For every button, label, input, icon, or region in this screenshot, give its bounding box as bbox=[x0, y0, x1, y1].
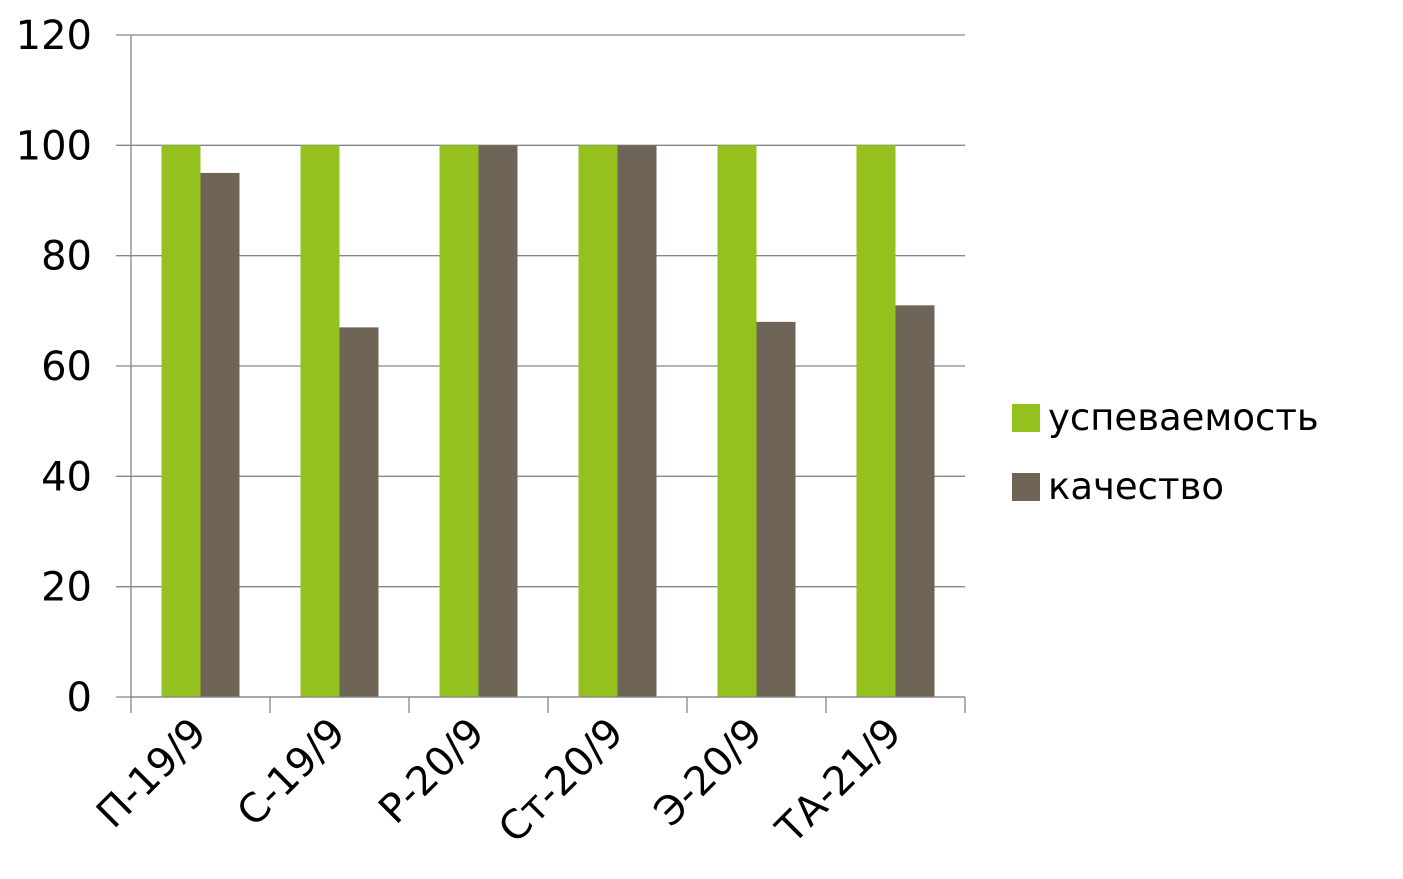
bar-series-1-category-1 bbox=[161, 145, 201, 698]
y-tick-label-2: 40 bbox=[41, 454, 92, 500]
legend-swatch-series-1 bbox=[1012, 403, 1040, 432]
axes bbox=[130, 35, 966, 713]
y-tick-label-4: 80 bbox=[41, 234, 92, 280]
bar-series-2-category-5 bbox=[756, 321, 796, 697]
y-tick-label-3: 60 bbox=[41, 344, 92, 390]
y-tick-label-0: 0 bbox=[67, 675, 92, 721]
y-tick-label-6: 120 bbox=[16, 13, 92, 59]
x-tick-label-3: Р-20/9 bbox=[370, 710, 493, 833]
legend-label-series-1: успеваемость bbox=[1048, 396, 1319, 439]
x-axis-tick-labels: П-19/9 С-19/9 Р-20/9Ст-20/9 Э-20/9ТА-21/9 bbox=[88, 710, 911, 854]
legend-label-series-2: качество bbox=[1048, 465, 1224, 508]
x-tick-label-1: П-19/9 bbox=[88, 710, 216, 838]
bar-series-2-category-1 bbox=[200, 172, 240, 697]
x-tick-label-5: Э-20/9 bbox=[646, 710, 772, 836]
gridlines bbox=[116, 34, 965, 698]
bar-series-1-category-3 bbox=[439, 145, 479, 698]
bar-series-2-category-4 bbox=[617, 145, 657, 698]
x-tick-label-6: ТА-21/9 bbox=[767, 710, 911, 854]
bar-series-2-category-2 bbox=[339, 327, 379, 697]
legend-item-series-2: качество bbox=[1012, 464, 1319, 509]
legend-swatch-series-2 bbox=[1012, 472, 1040, 501]
x-tick-label-4: Ст-20/9 bbox=[490, 710, 632, 852]
x-tick-label-2: С-19/9 bbox=[229, 710, 355, 836]
y-axis-tick-labels: 0 20 40 60 80 100 120 bbox=[16, 13, 92, 721]
bar-series-2-category-6 bbox=[895, 305, 935, 697]
bar-series-1-category-6 bbox=[856, 145, 896, 698]
bar-series-1-category-4 bbox=[578, 145, 618, 698]
y-tick-label-5: 100 bbox=[16, 123, 92, 169]
bar-series-1-category-5 bbox=[717, 145, 757, 698]
legend: успеваемость качество bbox=[1012, 395, 1319, 533]
bars bbox=[161, 145, 935, 698]
bar-series-1-category-2 bbox=[300, 145, 340, 698]
legend-item-series-1: успеваемость bbox=[1012, 395, 1319, 440]
y-tick-label-1: 20 bbox=[41, 565, 92, 611]
bar-series-2-category-3 bbox=[478, 145, 518, 698]
